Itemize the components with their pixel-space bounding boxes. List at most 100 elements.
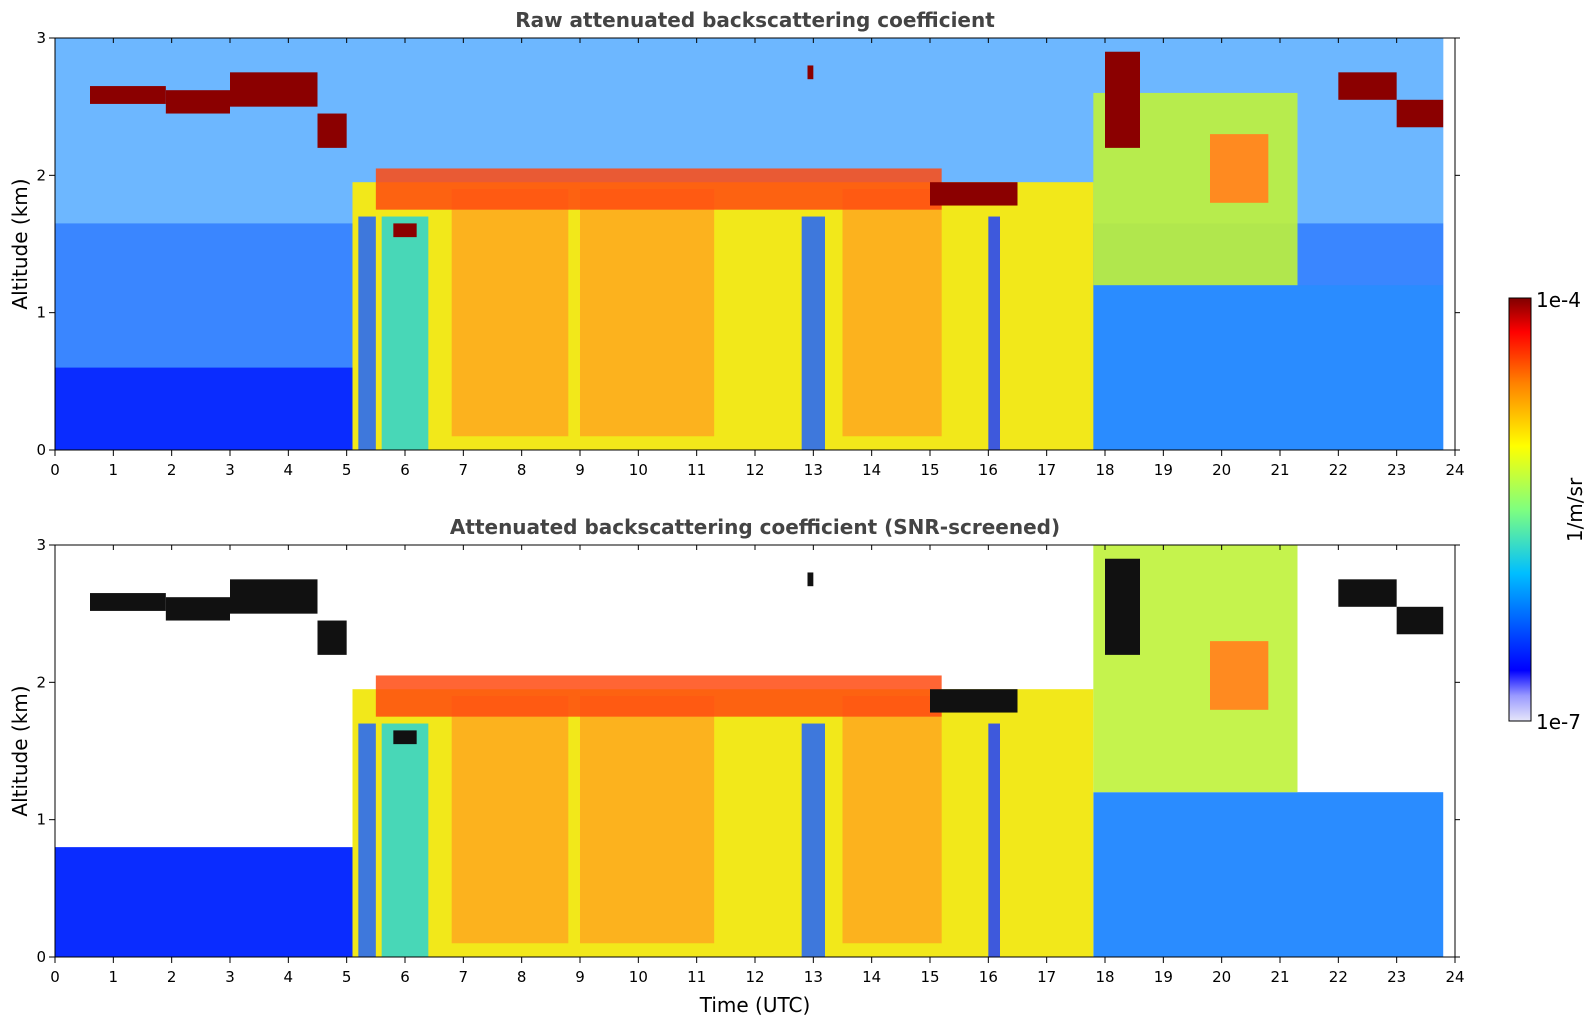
panel-raw-ytick-label: 3 (36, 29, 46, 47)
panel-screened-xtick-label: 8 (517, 968, 527, 986)
panel-screened-xtick-label: 18 (1095, 968, 1114, 986)
colorbar-max-label: 1e-4 (1536, 288, 1581, 312)
panel-screened-clear-column-1 (801, 723, 825, 957)
panel-screened-xtick-label: 21 (1270, 968, 1289, 986)
panel-screened-xtick-label: 3 (225, 968, 235, 986)
panel-raw-xtick-label: 4 (284, 461, 294, 479)
panel-screened-xtick-label: 4 (284, 968, 294, 986)
panel-screened-xtick-label: 1 (109, 968, 119, 986)
panel-raw-ytick-label: 1 (36, 304, 46, 322)
panel-raw-cloud-1 (165, 90, 230, 114)
panel-raw-xtick-label: 16 (979, 461, 998, 479)
panel-screened-cloud-2 (230, 579, 318, 614)
colorbar-min-label: 1e-7 (1536, 710, 1581, 734)
panel-raw-xtick-label: 6 (400, 461, 410, 479)
panel-screened-boundary-layer-night (55, 847, 353, 957)
panel-screened-cloud-0 (90, 593, 166, 611)
panel-raw-clear-column-2 (988, 216, 1000, 450)
panel-screened-xtick-label: 15 (920, 968, 939, 986)
panel-raw-heatmap (55, 38, 1455, 450)
panel-screened-xtick-label: 7 (459, 968, 469, 986)
panel-raw-xtick-label: 15 (920, 461, 939, 479)
panel-raw-aerosol-core-1 (580, 189, 715, 437)
panel-screened-xtick-label: 0 (50, 968, 60, 986)
panel-raw-xtick-label: 21 (1270, 461, 1289, 479)
panel-raw-xtick-label: 13 (804, 461, 823, 479)
panel-screened-cloud-7 (393, 730, 417, 745)
panel-screened-aerosol-core-2 (842, 696, 942, 944)
panel-screened-xtick-label: 2 (167, 968, 177, 986)
colorbar-unit-label: 1/m/sr (1563, 477, 1587, 542)
panel-screened-clear-column-2 (988, 723, 1000, 957)
panel-screened-xtick-label: 19 (1154, 968, 1173, 986)
panel-raw-cloud-2 (230, 72, 318, 107)
panel-screened-cloud-5 (1396, 606, 1444, 635)
panel-raw-clear-column-1 (801, 216, 825, 450)
panel-screened-ylabel: Altitude (km) (8, 685, 32, 816)
panel-screened-x-axis: 0 1 2 3 4 5 6 7 8 9 10 11 12 13 14 15 16 17 18 19 20 21 22 23 24 (50, 545, 1465, 986)
panel-raw-cloud-9 (807, 65, 814, 80)
panel-raw-cloud-3 (317, 113, 347, 148)
panel-raw-xtick-label: 12 (745, 461, 764, 479)
panel-screened-xtick-label: 20 (1212, 968, 1231, 986)
panel-raw-xtick-label: 9 (575, 461, 585, 479)
panel-raw-xtick-label: 20 (1212, 461, 1231, 479)
panel-screened: Attenuated backscattering coefficient (S… (8, 515, 1465, 1017)
panel-screened-ytick-label: 3 (36, 536, 46, 554)
panel-screened-aerosol-core-1 (580, 696, 715, 944)
panel-screened-xtick-label: 16 (979, 968, 998, 986)
panel-screened-cloud-1 (165, 597, 230, 621)
panel-raw-ytick-label: 2 (36, 166, 46, 184)
panel-screened-xtick-label: 10 (629, 968, 648, 986)
panel-screened-boundary-layer-evening (1093, 792, 1444, 957)
panel-raw-xtick-label: 5 (342, 461, 352, 479)
panel-screened-no-data (1443, 545, 1455, 957)
panel-raw: Raw attenuated backscattering coefficien… (8, 8, 1465, 479)
panel-raw-xtick-label: 17 (1037, 461, 1056, 479)
panel-raw-x-axis: 0 1 2 3 4 5 6 7 8 9 10 11 12 13 14 15 16 17 18 19 20 21 22 23 24 (50, 38, 1465, 479)
panel-screened-xtick-label: 17 (1037, 968, 1056, 986)
panel-raw-xtick-label: 8 (517, 461, 527, 479)
panel-raw-y-axis: 0 1 2 3 (36, 29, 1460, 459)
panel-raw-no-data (1443, 38, 1455, 450)
panel-raw-xtick-label: 18 (1095, 461, 1114, 479)
panel-raw-aerosol-top-band (375, 168, 942, 210)
panel-screened-xtick-label: 6 (400, 968, 410, 986)
panel-screened-aerosol-top-band (375, 675, 942, 717)
panel-raw-cloud-0 (90, 86, 166, 104)
panel-screened-clear-column-3 (381, 723, 429, 957)
panel-screened-title: Attenuated backscattering coefficient (S… (450, 515, 1060, 539)
panel-screened-aerosol-core-0 (451, 696, 569, 944)
panel-raw-cloud-4 (1338, 72, 1397, 100)
panel-screened-ytick-label: 1 (36, 811, 46, 829)
panel-screened-xtick-label: 11 (687, 968, 706, 986)
panel-screened-xtick-label: 23 (1387, 968, 1406, 986)
panel-raw-cloud-7 (393, 223, 417, 238)
panel-screened-xtick-label: 12 (745, 968, 764, 986)
panel-screened-cloud-6 (930, 689, 1018, 713)
panel-screened-xtick-label: 14 (862, 968, 881, 986)
colorbar: 1e-4 1e-7 1/m/sr (1508, 288, 1587, 734)
panel-raw-xtick-label: 11 (687, 461, 706, 479)
panel-screened-xtick-label: 22 (1329, 968, 1348, 986)
panel-raw-boundary-layer-night (55, 367, 353, 450)
colorbar-gradient (1508, 297, 1532, 722)
panel-screened-cloud-8 (1105, 558, 1140, 655)
panel-raw-xtick-label: 14 (862, 461, 881, 479)
panel-screened-xtick-label: 9 (575, 968, 585, 986)
panel-screened-xtick-label: 24 (1445, 968, 1464, 986)
panel-raw-clear-column-3 (381, 216, 429, 450)
panel-raw-boundary-layer-evening (1093, 285, 1444, 450)
panel-screened-clear-column-0 (358, 723, 376, 957)
panel-screened-cloud-9 (807, 572, 814, 587)
panel-raw-xtick-label: 10 (629, 461, 648, 479)
panel-screened-plume-core (1210, 641, 1269, 710)
panel-raw-ytick-label: 0 (36, 441, 46, 459)
panel-raw-cloud-5 (1396, 99, 1444, 128)
panel-screened-ytick-label: 2 (36, 673, 46, 691)
panel-screened-xtick-label: 5 (342, 968, 352, 986)
panel-raw-xtick-label: 23 (1387, 461, 1406, 479)
panel-raw-ylabel: Altitude (km) (8, 178, 32, 309)
panel-raw-xtick-label: 24 (1445, 461, 1464, 479)
